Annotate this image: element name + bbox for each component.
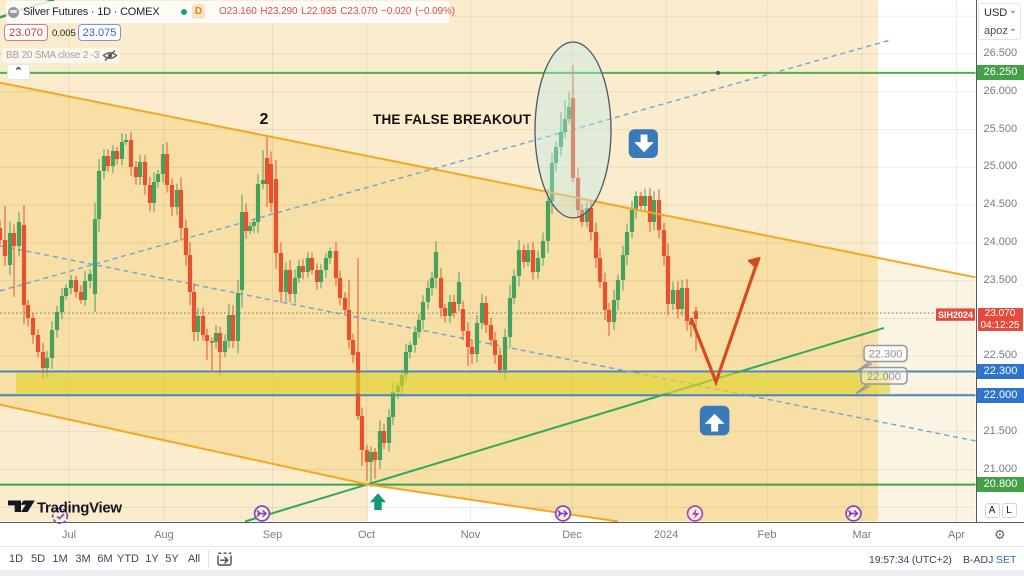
svg-text:TradingView: TradingView bbox=[37, 500, 122, 517]
svg-text:22.000: 22.000 bbox=[867, 371, 901, 383]
svg-text:THE FALSE BREAKOUT: THE FALSE BREAKOUT bbox=[373, 112, 532, 127]
svg-text:SIH2024: SIH2024 bbox=[938, 310, 973, 320]
svg-text:22.300: 22.300 bbox=[869, 349, 903, 361]
svg-text:2: 2 bbox=[260, 111, 269, 128]
